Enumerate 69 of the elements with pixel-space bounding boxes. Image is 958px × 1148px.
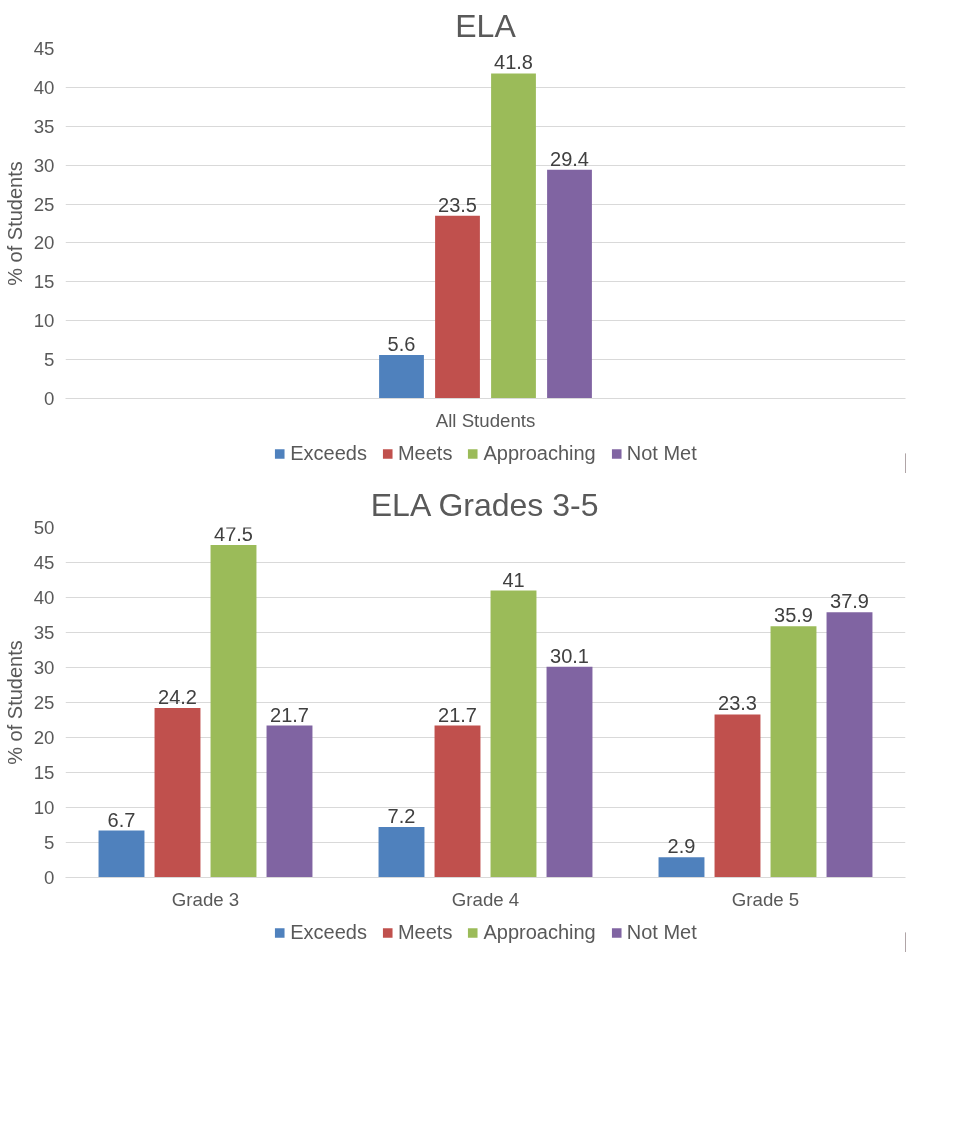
- bar: [210, 545, 257, 878]
- y-tick-label: 15: [33, 762, 55, 783]
- bar: [434, 725, 481, 878]
- data-label: 24.2: [158, 686, 197, 709]
- legend-label: Approaching: [483, 441, 596, 465]
- y-tick-label: 10: [33, 797, 55, 818]
- y-tick-label: 35: [33, 115, 55, 137]
- bar: [491, 73, 536, 399]
- y-tick-label: 15: [33, 271, 55, 293]
- bar: [547, 169, 592, 399]
- y-tick-label: 20: [33, 232, 55, 254]
- bar: [490, 590, 537, 878]
- bar: [378, 827, 425, 878]
- data-label: 23.5: [438, 193, 477, 216]
- y-axis-title: % of Students: [3, 161, 26, 286]
- data-label: 5.6: [387, 332, 416, 355]
- data-label: 6.7: [107, 808, 136, 831]
- chart-title: ELA: [455, 7, 517, 44]
- x-tick-label: Grade 4: [451, 888, 520, 910]
- x-tick-label: All Students: [435, 409, 536, 431]
- data-label: 35.9: [774, 604, 813, 627]
- data-label: 37.9: [830, 590, 869, 613]
- legend-label: Not Met: [626, 441, 697, 465]
- data-label: 30.1: [550, 644, 589, 667]
- chart-title: ELA Grades 3-5: [370, 486, 599, 523]
- y-tick-label: 30: [33, 657, 55, 678]
- y-tick-label: 50: [33, 517, 55, 538]
- y-tick-label: 40: [33, 587, 55, 608]
- data-label: 7.2: [387, 805, 416, 828]
- bar: [98, 830, 145, 878]
- data-label: 21.7: [438, 703, 477, 726]
- y-tick-label: 25: [33, 692, 55, 713]
- bar: [770, 626, 817, 878]
- y-tick-label: 35: [33, 622, 55, 643]
- data-label: 41.8: [494, 51, 533, 74]
- y-tick-label: 5: [44, 832, 55, 853]
- bar: [266, 725, 313, 878]
- data-label: 47.5: [214, 523, 253, 545]
- bar: [714, 714, 761, 878]
- y-tick-label: 45: [33, 38, 55, 59]
- bar: [658, 857, 705, 878]
- data-label: 23.3: [718, 692, 757, 715]
- data-label: 2.9: [667, 835, 696, 858]
- y-tick-label: 20: [33, 727, 55, 748]
- bar: [546, 666, 593, 878]
- legend-label: Approaching: [483, 920, 596, 944]
- y-tick-label: 5: [44, 349, 55, 371]
- data-label: 29.4: [550, 147, 589, 170]
- legend-label: Meets: [397, 441, 453, 465]
- bar: [154, 708, 201, 878]
- y-axis-title: % of Students: [3, 640, 26, 765]
- y-tick-label: 45: [33, 552, 55, 573]
- x-tick-label: Grade 5: [731, 888, 800, 910]
- y-tick-label: 0: [44, 867, 55, 888]
- legend-label: Exceeds: [290, 441, 367, 465]
- legend-label: Exceeds: [290, 920, 367, 944]
- y-tick-label: 25: [33, 193, 55, 215]
- y-tick-label: 30: [33, 154, 55, 176]
- y-tick-label: 0: [44, 388, 55, 409]
- bar: [826, 612, 873, 878]
- y-tick-label: 40: [33, 76, 55, 98]
- bar: [379, 354, 424, 399]
- x-tick-label: Grade 3: [171, 888, 240, 910]
- y-tick-label: 10: [33, 310, 55, 332]
- data-label: 21.7: [270, 703, 309, 726]
- legend-label: Not Met: [626, 920, 697, 944]
- bar: [435, 215, 480, 399]
- data-label: 41: [502, 568, 525, 591]
- legend-label: Meets: [397, 920, 453, 944]
